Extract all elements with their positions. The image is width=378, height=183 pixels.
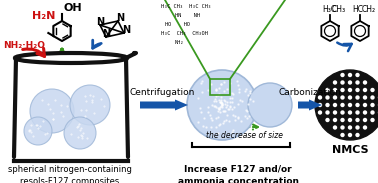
Circle shape <box>355 125 360 130</box>
Text: CH₂: CH₂ <box>362 5 376 14</box>
Text: NH₂·H₂O: NH₂·H₂O <box>3 42 45 51</box>
Text: H₂N: H₂N <box>32 11 55 21</box>
Circle shape <box>340 110 345 115</box>
Circle shape <box>340 133 345 137</box>
Circle shape <box>333 118 337 122</box>
Text: Carbonization: Carbonization <box>279 88 341 97</box>
Circle shape <box>333 110 337 115</box>
Circle shape <box>348 73 352 77</box>
Circle shape <box>355 73 360 77</box>
Circle shape <box>325 95 330 100</box>
Circle shape <box>340 95 345 100</box>
Text: the decrease of size: the decrease of size <box>206 131 284 140</box>
Circle shape <box>340 88 345 92</box>
Circle shape <box>370 118 375 122</box>
Circle shape <box>370 110 375 115</box>
Circle shape <box>333 95 337 100</box>
Text: NMCS: NMCS <box>332 145 368 155</box>
Circle shape <box>318 110 322 115</box>
FancyArrow shape <box>140 100 188 111</box>
Circle shape <box>348 103 352 107</box>
Circle shape <box>370 88 375 92</box>
Text: OH: OH <box>64 3 83 13</box>
Circle shape <box>333 88 337 92</box>
Circle shape <box>333 125 337 130</box>
Circle shape <box>355 118 360 122</box>
Text: N: N <box>116 13 124 23</box>
Circle shape <box>325 88 330 92</box>
Circle shape <box>348 125 352 130</box>
Circle shape <box>325 110 330 115</box>
Circle shape <box>248 83 292 127</box>
Text: H₃C CH₃  H₃C CH₃: H₃C CH₃ H₃C CH₃ <box>161 4 211 9</box>
Circle shape <box>348 95 352 100</box>
Circle shape <box>363 103 367 107</box>
Text: HO    HO: HO HO <box>165 22 190 27</box>
Circle shape <box>348 133 352 137</box>
Text: N: N <box>122 25 130 35</box>
Text: H₃C  CH₃  CH₃OH: H₃C CH₃ CH₃OH <box>161 31 208 36</box>
Circle shape <box>355 133 360 137</box>
Text: Centrifugation: Centrifugation <box>129 88 195 97</box>
Circle shape <box>355 88 360 92</box>
Circle shape <box>325 103 330 107</box>
Circle shape <box>355 110 360 115</box>
Circle shape <box>333 80 337 85</box>
FancyArrowPatch shape <box>337 43 352 51</box>
Circle shape <box>340 103 345 107</box>
Circle shape <box>24 117 52 145</box>
FancyArrowPatch shape <box>23 48 45 56</box>
Text: spherical nitrogen-containing
resols-F127 composites: spherical nitrogen-containing resols-F12… <box>8 165 132 183</box>
Circle shape <box>370 95 375 100</box>
Circle shape <box>340 118 345 122</box>
Circle shape <box>355 95 360 100</box>
Circle shape <box>348 110 352 115</box>
Text: NH₂: NH₂ <box>175 40 184 45</box>
Circle shape <box>318 95 322 100</box>
Polygon shape <box>14 58 128 161</box>
Circle shape <box>315 70 378 140</box>
Circle shape <box>64 117 96 149</box>
Circle shape <box>363 95 367 100</box>
Circle shape <box>325 118 330 122</box>
Text: HC: HC <box>352 5 363 14</box>
Circle shape <box>363 80 367 85</box>
Circle shape <box>348 118 352 122</box>
Circle shape <box>70 85 110 125</box>
Circle shape <box>355 103 360 107</box>
Bar <box>210 79 230 95</box>
Circle shape <box>340 125 345 130</box>
Circle shape <box>348 80 352 85</box>
Circle shape <box>333 103 337 107</box>
Circle shape <box>340 73 345 77</box>
Text: Increase F127 and/or
ammonia concentration: Increase F127 and/or ammonia concentrati… <box>178 165 299 183</box>
Circle shape <box>340 80 345 85</box>
FancyArrow shape <box>298 100 322 111</box>
Circle shape <box>363 125 367 130</box>
Text: HN    NH: HN NH <box>175 13 200 18</box>
Ellipse shape <box>15 53 127 63</box>
Circle shape <box>363 88 367 92</box>
FancyArrowPatch shape <box>93 40 101 48</box>
Circle shape <box>318 103 322 107</box>
Text: H₃C: H₃C <box>322 5 336 14</box>
Text: CH₃: CH₃ <box>332 5 346 14</box>
Circle shape <box>348 88 352 92</box>
Circle shape <box>187 70 257 140</box>
Circle shape <box>363 110 367 115</box>
Circle shape <box>370 103 375 107</box>
Circle shape <box>30 89 74 133</box>
Circle shape <box>355 80 360 85</box>
Text: N: N <box>102 29 110 39</box>
Circle shape <box>363 118 367 122</box>
Text: N: N <box>96 17 104 27</box>
